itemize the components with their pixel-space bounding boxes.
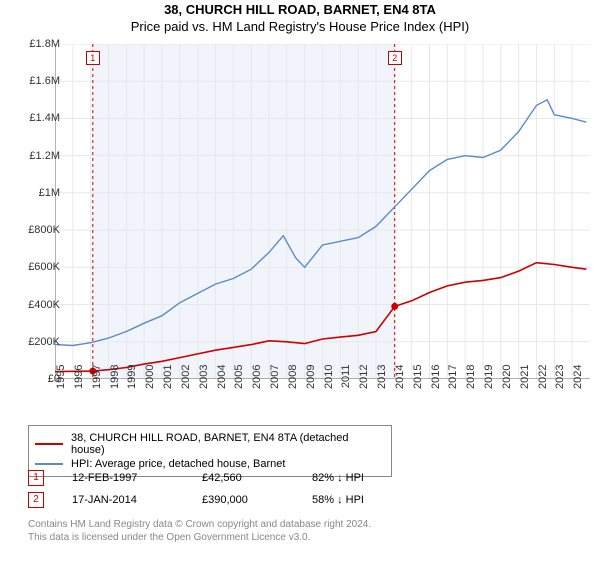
legend-swatch [35, 443, 63, 445]
legend-item: 38, CHURCH HILL ROAD, BARNET, EN4 8TA (d… [35, 432, 385, 456]
marker-date: 12-FEB-1997 [72, 472, 202, 484]
marker-pct: 82% ↓ HPI [312, 472, 432, 484]
x-tick-label: 2012 [358, 365, 370, 400]
marker-date: 17-JAN-2014 [72, 494, 202, 506]
legend-label: 38, CHURCH HILL ROAD, BARNET, EN4 8TA (d… [71, 432, 385, 456]
footer: Contains HM Land Registry data © Crown c… [28, 518, 371, 544]
x-tick-label: 2017 [447, 365, 459, 400]
x-tick-label: 1995 [55, 365, 67, 400]
x-tick-label: 2011 [340, 365, 352, 400]
marker-table: 1 12-FEB-1997£42,56082% ↓ HPI 2 17-JAN-2014… [28, 467, 432, 511]
x-tick-label: 2004 [216, 365, 228, 400]
marker-id-box: 2 [28, 492, 44, 508]
marker-row: 2 17-JAN-2014£390,00058% ↓ HPI [28, 489, 432, 511]
x-tick-label: 2001 [162, 365, 174, 400]
marker-id-box: 1 [28, 470, 44, 486]
x-tick-label: 2019 [483, 365, 495, 400]
x-tick-label: 2018 [465, 365, 477, 400]
x-tick-label: 2013 [376, 365, 388, 400]
x-tick-label: 1999 [126, 365, 138, 400]
x-tick-label: 2009 [305, 365, 317, 400]
y-tick-label: £800K [10, 224, 60, 236]
x-tick-label: 2005 [233, 365, 245, 400]
x-tick-label: 1998 [109, 365, 121, 400]
title-line1: 38, CHURCH HILL ROAD, BARNET, EN4 8TA [0, 2, 600, 17]
y-tick-label: £1.2M [10, 150, 60, 162]
legend-swatch [35, 463, 63, 465]
chart-marker-1: 1 [86, 51, 100, 65]
y-tick-label: £600K [10, 261, 60, 273]
y-tick-label: £1.6M [10, 75, 60, 87]
x-tick-label: 2020 [501, 365, 513, 400]
chart: 12 [55, 44, 590, 379]
x-tick-label: 2010 [323, 365, 335, 400]
footer-line1: Contains HM Land Registry data © Crown c… [28, 518, 371, 531]
x-tick-label: 2016 [430, 365, 442, 400]
x-tick-label: 2021 [519, 365, 531, 400]
marker-pct: 58% ↓ HPI [312, 494, 432, 506]
x-tick-label: 2022 [537, 365, 549, 400]
y-tick-label: £0 [10, 373, 60, 385]
x-tick-label: 2007 [269, 365, 281, 400]
x-tick-label: 1997 [91, 365, 103, 400]
x-tick-label: 2023 [554, 365, 566, 400]
x-tick-label: 1996 [73, 365, 85, 400]
x-tick-label: 2002 [180, 365, 192, 400]
marker-price: £42,560 [202, 472, 312, 484]
y-tick-label: £1M [10, 187, 60, 199]
footer-line2: This data is licensed under the Open Gov… [28, 531, 371, 544]
x-tick-label: 2000 [144, 365, 156, 400]
chart-marker-2: 2 [388, 51, 402, 65]
y-tick-label: £200K [10, 336, 60, 348]
y-tick-label: £1.4M [10, 112, 60, 124]
marker-price: £390,000 [202, 494, 312, 506]
x-tick-label: 2015 [412, 365, 424, 400]
x-tick-label: 2008 [287, 365, 299, 400]
x-tick-label: 2003 [198, 365, 210, 400]
x-tick-label: 2014 [394, 365, 406, 400]
x-tick-label: 2024 [572, 365, 584, 400]
marker-row: 1 12-FEB-1997£42,56082% ↓ HPI [28, 467, 432, 489]
y-tick-label: £400K [10, 299, 60, 311]
title-line2: Price paid vs. HM Land Registry's House … [0, 19, 600, 34]
y-tick-label: £1.8M [10, 38, 60, 50]
x-tick-label: 2006 [251, 365, 263, 400]
